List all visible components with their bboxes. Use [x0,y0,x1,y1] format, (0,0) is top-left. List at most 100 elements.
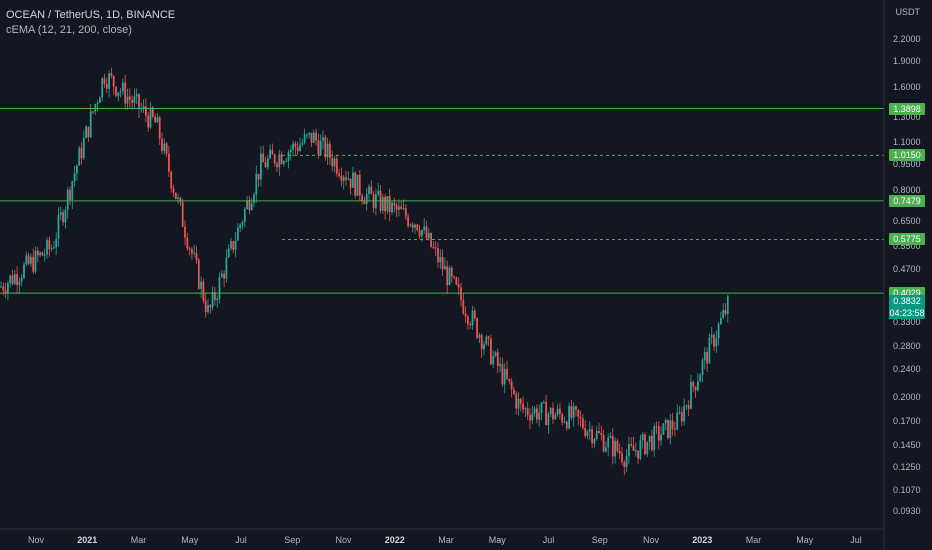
candle-up [492,355,495,365]
candle-down [138,94,140,110]
candle-down [170,171,173,189]
candle-up [377,190,380,195]
candle-down [195,252,198,260]
time-tick-label: Mar [438,535,454,545]
price-tick-label: 0.8000 [893,184,921,195]
candle-down [232,241,235,250]
candle-up [78,148,81,166]
candle-up [409,224,412,226]
candle-up [720,317,722,325]
candle-down [370,186,373,195]
candle-down [687,405,690,409]
candle-down [115,86,117,96]
candle-up [540,402,543,413]
candle-up [660,434,662,441]
candle-down [655,426,658,428]
candle-up [517,398,520,409]
indicator-label[interactable]: cEMA (12, 21, 200, close) [6,24,132,36]
candle-up [9,275,12,284]
price-tick-label: 0.5500 [893,240,921,251]
candle-down [404,208,407,217]
candle-down [680,412,683,422]
candle-down [490,338,492,365]
candle-up [368,186,370,195]
candle-up [101,78,104,98]
time-tick-label: Jul [850,535,862,545]
candle-up [494,352,497,356]
candle-down [181,202,184,227]
candle-down [271,149,274,155]
candle-up [71,181,74,200]
candle-up [301,142,304,145]
candle-up [641,434,644,441]
candle-up [715,338,718,347]
candle-down [400,206,403,210]
candle-up [30,256,32,264]
candle-down [358,174,361,196]
candle-down [584,428,587,436]
candle-up [414,224,416,228]
candle-down [349,178,352,188]
candle-up [85,126,87,139]
time-tick-label: Sep [284,535,301,545]
candle-up [593,439,596,444]
candle-up [227,248,230,258]
candle-up [34,250,37,272]
candle-down [4,290,7,294]
candle-down [16,274,18,285]
candle-up [678,412,681,414]
candle-up [108,73,110,89]
candle-down [536,408,538,420]
price-tick-label: 0.1700 [893,415,921,426]
candle-up [538,412,541,420]
candle-up [23,264,25,278]
candle-down [582,418,584,429]
candle-down [315,132,317,141]
candle-up [421,230,423,237]
candle-down [202,281,205,301]
candle-up [76,165,78,174]
price-tick-label: 0.2000 [893,391,921,402]
candle-down [80,148,83,159]
price-tick-label: 0.1450 [893,439,921,450]
candle-up [542,401,545,403]
candle-down [496,352,499,366]
candle-up [59,212,62,215]
candle-up [303,134,306,143]
candle-down [598,430,600,433]
candle-up [365,194,368,205]
candle-up [398,206,400,210]
candle-up [250,203,253,210]
candle-down [165,143,168,154]
candle-down [469,324,472,326]
candle-up [485,336,488,345]
candle-up [563,421,566,423]
candle-down [209,305,212,308]
candle-up [122,82,124,92]
candle-down [522,403,524,410]
currency-label[interactable]: USDT [895,7,921,17]
price-tick-label: 1.9000 [893,55,921,66]
time-tick-label: May [488,535,506,545]
candle-up [386,195,389,212]
symbol-title[interactable]: OCEAN / TetherUS, 1D, BINANCE [6,9,176,21]
candle-up [347,178,350,180]
candle-down [158,117,161,139]
level-price-badge: 0.5775 [889,233,925,246]
candle-down [513,389,515,394]
candle-down [565,421,568,429]
candle-down [559,408,561,415]
candle-down [692,381,695,387]
candle-up [391,202,393,213]
price-tick-label: 0.1070 [893,484,921,495]
candle-down [621,453,623,463]
price-tick-label: 0.0930 [893,505,921,516]
candle-down [453,276,455,278]
candle-up [289,149,292,153]
candle-up [625,456,628,468]
price-candles [0,67,729,476]
candle-up [193,252,196,254]
candle-down [188,248,191,250]
price-tick-label: 0.2400 [893,364,921,375]
